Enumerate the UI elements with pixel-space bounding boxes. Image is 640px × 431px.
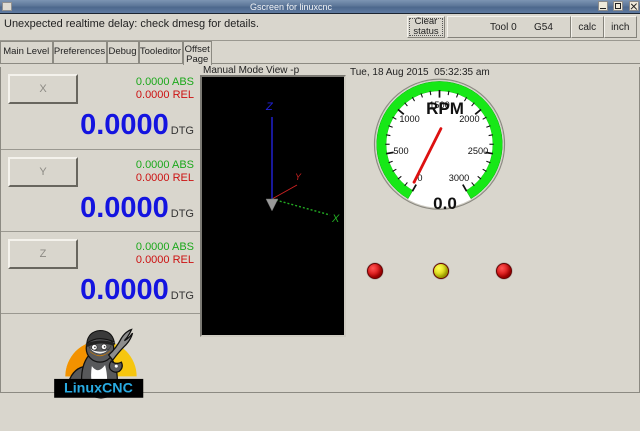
svg-text:LinuxCNC: LinuxCNC — [64, 381, 133, 397]
svg-text:500: 500 — [393, 145, 408, 155]
svg-text:Z: Z — [265, 101, 274, 113]
svg-text:Y: Y — [295, 172, 302, 182]
svg-text:X: X — [331, 213, 340, 225]
svg-text:3000: 3000 — [448, 172, 468, 182]
svg-text:2500: 2500 — [467, 145, 487, 155]
